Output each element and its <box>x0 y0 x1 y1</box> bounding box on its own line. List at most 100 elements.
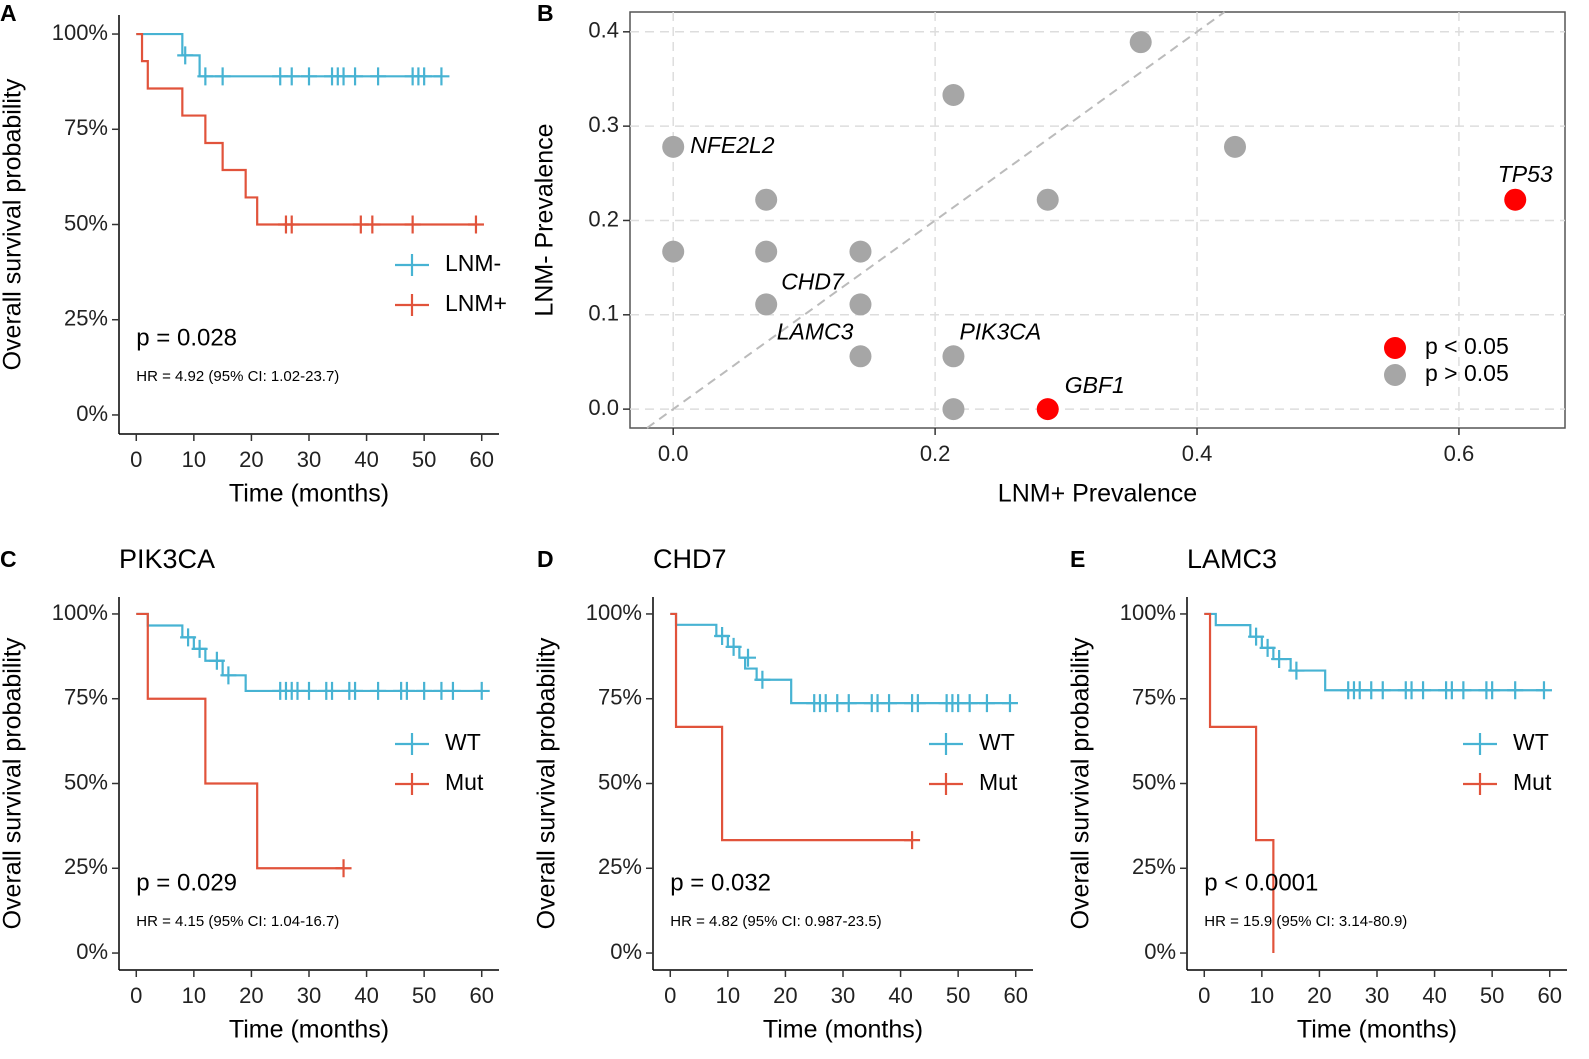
y-axis-title: Overall survival probability <box>0 637 27 929</box>
panel-title: LAMC3 <box>1187 544 1277 574</box>
censor-mark <box>180 628 197 647</box>
panel-letter: A <box>0 0 17 26</box>
point-label: NFE2L2 <box>690 132 775 158</box>
censor-mark <box>370 67 387 86</box>
point <box>755 188 778 211</box>
censor-mark <box>1415 681 1432 700</box>
y-tick-label: 100% <box>586 600 642 625</box>
x-axis-title: Time (months) <box>229 480 389 508</box>
y-tick-label: 25% <box>64 306 108 331</box>
hazard-ratio: HR = 4.92 (95% CI: 1.02-23.7) <box>136 368 339 385</box>
point <box>662 135 685 158</box>
censor-mark <box>370 681 387 700</box>
legend-label: Mut <box>979 769 1018 795</box>
y-tick-label: 25% <box>598 854 642 879</box>
x-tick-label: 20 <box>239 983 263 1008</box>
hazard-ratio: HR = 4.82 (95% CI: 0.987-23.5) <box>670 913 881 930</box>
y-tick-label: 0.3 <box>588 112 619 137</box>
x-tick-label: 60 <box>1537 983 1561 1008</box>
point <box>662 240 685 263</box>
x-tick-label: 10 <box>1250 983 1274 1008</box>
y-tick-label: 75% <box>64 115 108 140</box>
x-tick-label: 50 <box>412 983 436 1008</box>
x-tick-label: 60 <box>469 983 493 1008</box>
point <box>1504 188 1527 211</box>
y-axis-title: Overall survival probability <box>1067 637 1095 929</box>
y-axis-title: LNM- Prevalence <box>531 123 559 316</box>
p-value: p < 0.0001 <box>1204 869 1318 896</box>
y-tick-label: 50% <box>1132 769 1176 794</box>
censor-mark <box>1535 681 1552 700</box>
x-tick-label: 20 <box>1307 983 1331 1008</box>
censor-mark <box>301 681 317 700</box>
point-label: TP53 <box>1498 161 1553 187</box>
x-tick-label: 30 <box>297 983 321 1008</box>
legend-label: LNM- <box>445 250 501 276</box>
censor-mark <box>283 215 300 234</box>
legend-symbol <box>395 773 429 795</box>
legend-label: p < 0.05 <box>1425 333 1509 359</box>
survival-curve <box>136 612 344 870</box>
p-value: p = 0.032 <box>670 869 771 896</box>
censor-mark <box>740 648 756 667</box>
censor-mark <box>301 67 317 86</box>
point <box>755 293 778 316</box>
censor-mark <box>467 215 484 234</box>
censor-mark <box>881 694 898 713</box>
x-tick-label: 30 <box>1365 983 1389 1008</box>
x-tick-label: 0.4 <box>1182 441 1213 466</box>
y-tick-label: 0.4 <box>588 18 619 43</box>
p-value: p = 0.028 <box>136 324 237 351</box>
point <box>1129 31 1152 54</box>
censor-mark <box>1271 650 1288 669</box>
hazard-ratio: HR = 15.9 (95% CI: 3.14-80.9) <box>1204 913 1407 930</box>
survival-curve <box>1204 612 1544 692</box>
y-tick-label: 0.0 <box>588 395 619 420</box>
censor-mark <box>324 681 341 700</box>
x-tick-label: 40 <box>354 447 378 472</box>
panel-letter: C <box>0 546 17 572</box>
x-axis-title: LNM+ Prevalence <box>998 480 1197 508</box>
censor-mark <box>1484 681 1501 700</box>
x-tick-label: 50 <box>412 447 436 472</box>
point <box>849 240 872 263</box>
legend-label: WT <box>1513 729 1549 755</box>
censor-mark <box>1248 627 1265 646</box>
x-tick-label: 40 <box>888 983 912 1008</box>
point-label: LAMC3 <box>777 318 854 344</box>
x-tick-label: 0 <box>1198 983 1210 1008</box>
x-tick-label: 50 <box>1480 983 1504 1008</box>
censor-mark <box>191 639 208 658</box>
censor-mark <box>347 681 364 700</box>
censor-mark <box>473 681 490 700</box>
censor-mark <box>416 67 433 86</box>
point <box>1224 135 1246 158</box>
reference-line <box>646 11 1226 429</box>
x-tick-label: 10 <box>182 983 206 1008</box>
x-tick-label: 10 <box>716 983 740 1008</box>
censor-mark <box>364 215 381 234</box>
x-tick-label: 0 <box>130 983 142 1008</box>
y-tick-label: 50% <box>64 769 108 794</box>
censor-mark <box>416 681 433 700</box>
censor-mark <box>754 670 771 689</box>
point <box>1036 398 1059 421</box>
point <box>849 345 872 368</box>
censor-mark <box>1507 681 1524 700</box>
y-tick-label: 0.2 <box>588 206 619 231</box>
survival-curve <box>670 612 1010 705</box>
censor-mark <box>714 626 731 645</box>
censor-mark <box>398 681 415 700</box>
x-tick-label: 20 <box>773 983 797 1008</box>
censor-mark <box>840 694 857 713</box>
censor-mark <box>1259 638 1276 657</box>
x-tick-label: 40 <box>354 983 378 1008</box>
censor-mark <box>1001 694 1018 713</box>
legend-symbol <box>1384 337 1406 359</box>
censor-mark <box>433 67 450 86</box>
y-tick-label: 75% <box>598 685 642 710</box>
censor-mark <box>404 215 421 234</box>
y-tick-label: 50% <box>598 769 642 794</box>
censor-mark <box>214 67 231 86</box>
